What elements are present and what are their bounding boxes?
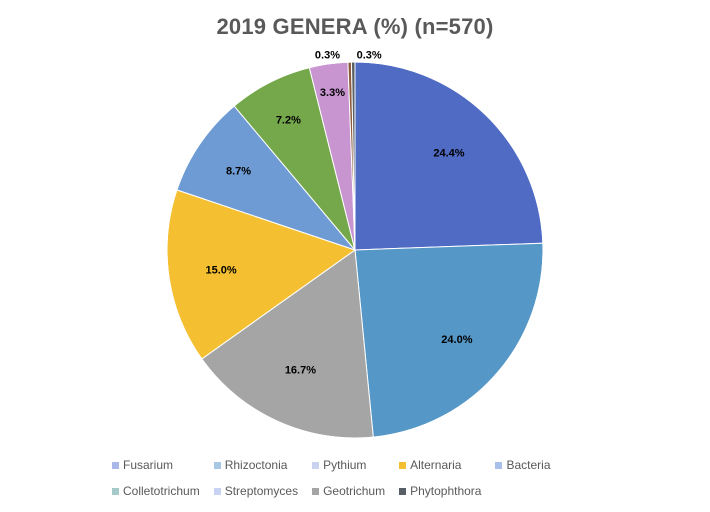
legend-item-colletotrichum: Colletotrichum: [112, 484, 200, 498]
legend-item-geotrichum: Geotrichum: [312, 484, 385, 498]
data-label-geotrichum: 0.3%: [315, 50, 340, 62]
data-label-alternaria: 15.0%: [205, 265, 236, 277]
data-label-colletotrichum: 7.2%: [276, 114, 301, 126]
legend-item-fusarium: Fusarium: [112, 458, 200, 472]
legend-item-pythium: Pythium: [312, 458, 385, 472]
legend-label: Alternaria: [410, 458, 462, 472]
legend-item-alternaria: Alternaria: [399, 458, 481, 472]
legend-swatch: [213, 461, 221, 469]
legend-label: Phytophthora: [410, 484, 482, 498]
data-label-pythium: 16.7%: [285, 365, 316, 377]
legend-swatch: [112, 487, 119, 495]
data-label-bacteria: 8.7%: [226, 165, 251, 177]
legend-swatch: [213, 487, 221, 495]
legend-swatch: [495, 461, 503, 469]
chart-legend: Fusarium Rhizoctonia Pythium Alternaria Bact…: [112, 458, 632, 498]
data-label-fusarium: 24.4%: [433, 148, 464, 160]
data-label-phytophthora: 0.3%: [357, 49, 382, 61]
legend-label: Rhizoctonia: [224, 458, 288, 472]
legend-item-streptomyces: Streptomyces: [213, 484, 299, 498]
data-label-rhizoctonia: 24.0%: [441, 334, 472, 346]
legend-swatch: [112, 461, 119, 469]
legend-label: Fusarium: [123, 458, 174, 472]
legend-swatch: [312, 461, 320, 469]
legend-swatch: [312, 487, 320, 495]
legend-item-bacteria: Bacteria: [495, 458, 551, 472]
data-label-streptomyces: 3.3%: [320, 87, 345, 99]
legend-label: Pythium: [323, 458, 367, 472]
chart-title: 2019 GENERA (%) (n=570): [216, 14, 494, 39]
legend-label: Geotrichum: [323, 484, 386, 498]
legend-label: Bacteria: [506, 458, 551, 472]
legend-item-rhizoctonia: Rhizoctonia: [213, 458, 298, 472]
pie-chart: 24.4% 24.0% 16.7% 15.0% 8.7% 7.2% 3.3% 0.3% 0.3%: [166, 49, 544, 439]
legend-label: Colletotrichum: [123, 484, 200, 498]
legend-swatch: [399, 487, 407, 495]
legend-label: Streptomyces: [224, 484, 299, 498]
legend-swatch: [399, 461, 407, 469]
legend-item-phytophthora: Phytophthora: [399, 484, 481, 498]
